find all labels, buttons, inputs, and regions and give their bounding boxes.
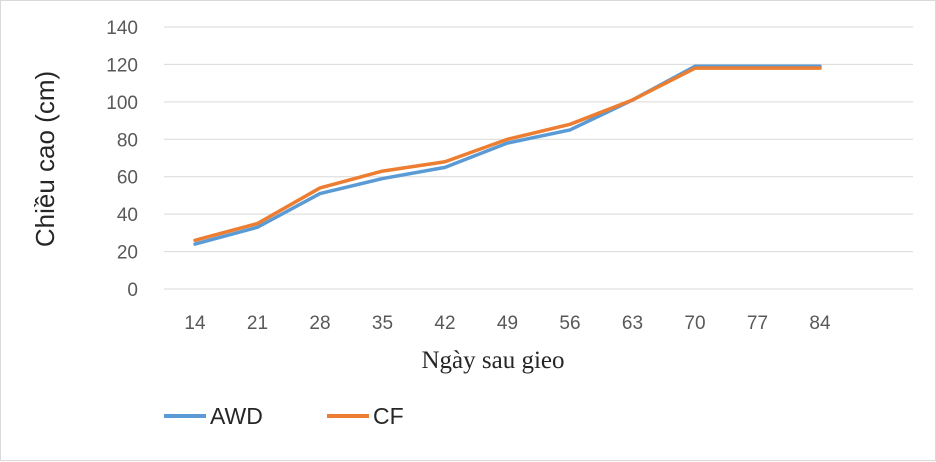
- series-line-cf: [193, 66, 822, 243]
- y-tick-label: 0: [127, 280, 138, 301]
- legend-label-awd: AWD: [210, 403, 263, 429]
- y-tick-label: 20: [117, 243, 138, 264]
- y-tick-label: 100: [106, 93, 138, 114]
- x-tick-label: 77: [747, 313, 768, 334]
- y-tick-label: 140: [106, 18, 138, 39]
- y-axis-ticks: 0 20 40 60 80 100 120 140: [106, 18, 138, 301]
- series-lines: [193, 64, 822, 246]
- y-tick-label: 120: [106, 55, 138, 76]
- y-tick-label: 80: [117, 130, 138, 151]
- x-tick-label: 63: [622, 313, 643, 334]
- x-tick-label: 42: [434, 313, 455, 334]
- x-tick-label: 56: [559, 313, 580, 334]
- x-tick-label: 21: [247, 313, 268, 334]
- gridlines: [164, 26, 913, 290]
- x-axis-title: Ngày sau gieo: [421, 347, 564, 374]
- x-tick-label: 14: [184, 313, 206, 334]
- y-tick-label: 40: [117, 205, 138, 226]
- x-tick-label: 28: [309, 313, 330, 334]
- y-tick-label: 60: [117, 168, 138, 189]
- series-line-awd: [193, 64, 822, 246]
- x-tick-label: 70: [684, 313, 705, 334]
- y-axis-title: Chiều cao (cm): [30, 71, 60, 247]
- x-tick-label: 35: [372, 313, 393, 334]
- legend-label-cf: CF: [373, 403, 404, 429]
- x-tick-label: 49: [497, 313, 518, 334]
- x-tick-label: 84: [809, 313, 831, 334]
- legend: AWD CF: [164, 403, 404, 429]
- x-axis-ticks: 14 21 28 35 42 49 56 63 70 77 84: [184, 313, 831, 334]
